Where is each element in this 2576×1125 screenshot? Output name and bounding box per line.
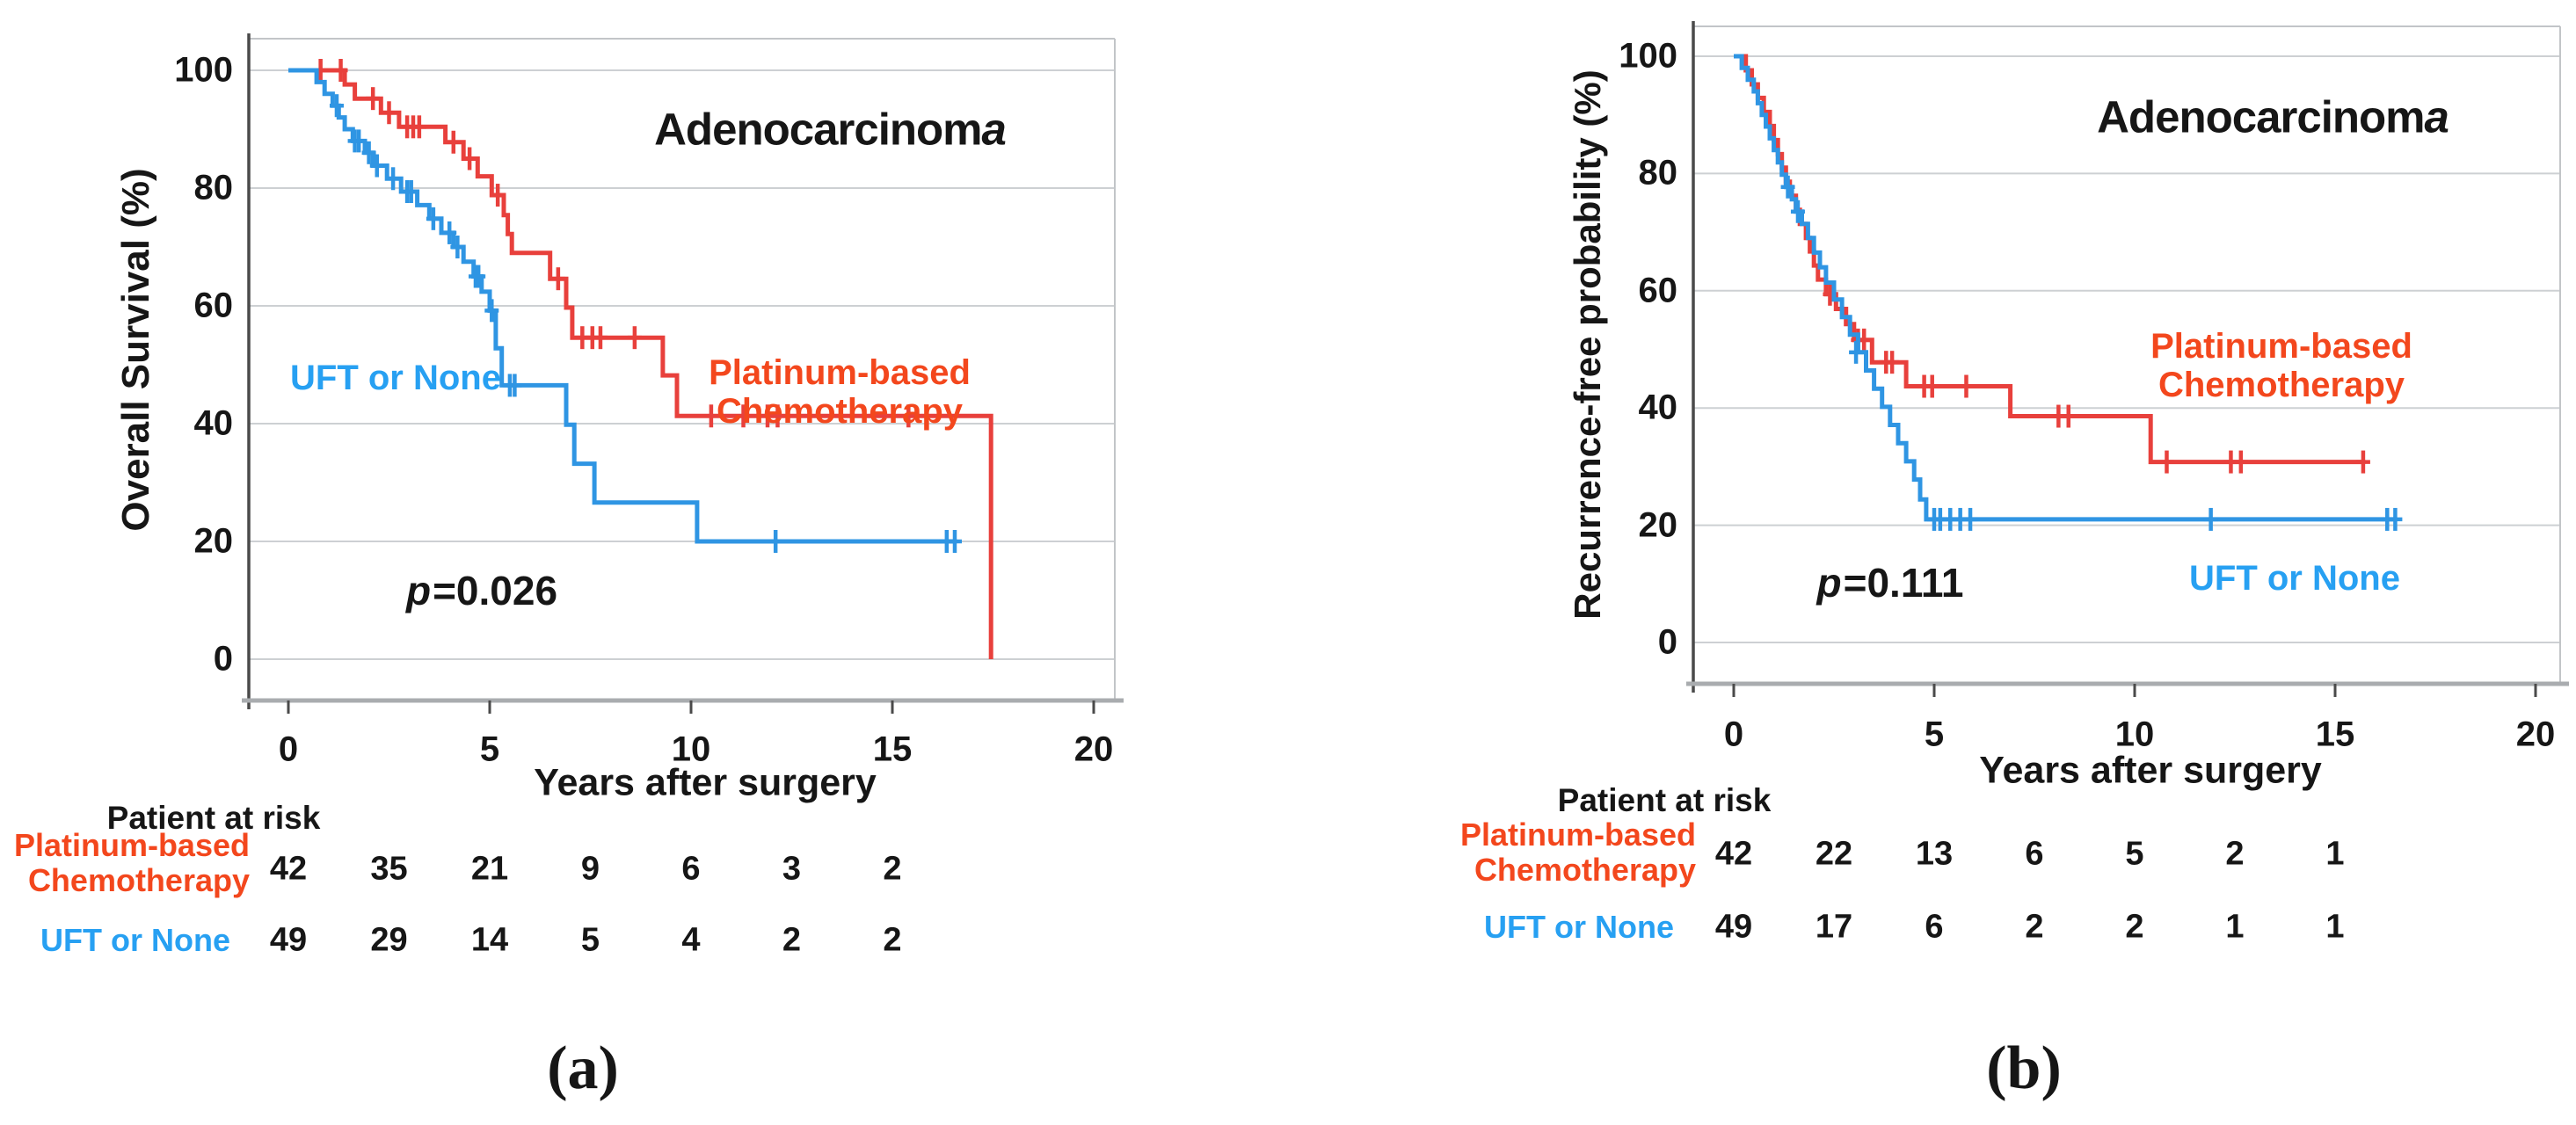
y-tick-label-a-40: 40 xyxy=(193,403,234,443)
x-tick-label-a-10: 10 xyxy=(671,729,711,769)
risk-count-b-row0-t12.5: 2 xyxy=(2225,835,2245,873)
x-tick-label-a-0: 0 xyxy=(278,729,299,769)
curve-label-platinum-b: Platinum-based Chemotherapy xyxy=(2150,327,2412,404)
risk-count-b-row1-t0: 49 xyxy=(1714,908,1753,946)
plot-title-b-italic: a xyxy=(2424,91,2449,142)
plot-title-a-main: Adenocarcinom xyxy=(654,104,982,155)
panel-caption-a: (a) xyxy=(547,1034,619,1102)
curve-label-platinum-a: Platinum-based Chemotherapy xyxy=(709,353,971,431)
risk-row-label-platinum-a-line2: Chemotherapy xyxy=(27,862,250,898)
risk-count-b-row1-t2.5: 17 xyxy=(1815,908,1853,946)
risk-count-b-row0-t7.5: 6 xyxy=(2025,835,2044,873)
p-value-b-number: =0.111 xyxy=(1843,560,1964,606)
panel-caption-b: (b) xyxy=(1986,1034,2062,1102)
risk-count-a-row1-t7.5: 5 xyxy=(580,921,600,959)
plot-title-b-main: Adenocarcinom xyxy=(2097,91,2425,142)
y-tick-label-b-40: 40 xyxy=(1638,388,1678,427)
x-axis-title-b: Years after surgery xyxy=(1979,749,2322,792)
risk-table-header-b: Patient at risk xyxy=(1557,782,1772,818)
plot-title-a: Adenocarcinoma xyxy=(654,104,1007,156)
y-tick-label-b-100: 100 xyxy=(1619,36,1677,76)
risk-count-b-row1-t12.5: 1 xyxy=(2225,908,2245,946)
risk-row-label-platinum-b: Platinum-based Chemotherapy xyxy=(1460,817,1696,888)
risk-table-header-a: Patient at risk xyxy=(106,800,321,836)
risk-count-a-row1-t0: 49 xyxy=(269,921,308,959)
y-tick-label-b-60: 60 xyxy=(1638,271,1678,310)
risk-count-a-row1-t10: 4 xyxy=(681,921,701,959)
risk-count-b-row0-t15: 1 xyxy=(2325,835,2345,873)
risk-row-label-platinum-b-line1: Platinum-based xyxy=(1459,817,1696,853)
risk-row-label-platinum-a-line1: Platinum-based xyxy=(13,827,250,863)
y-tick-label-b-80: 80 xyxy=(1638,153,1678,192)
risk-count-b-row0-t0: 42 xyxy=(1714,835,1753,873)
risk-row-label-platinum-b-line2: Chemotherapy xyxy=(1474,852,1696,888)
y-tick-label-a-80: 80 xyxy=(193,168,234,207)
y-tick-label-b-20: 20 xyxy=(1638,505,1678,545)
curve-label-platinum-b-line1: Platinum-based xyxy=(2150,327,2412,366)
risk-count-a-row1-t5: 14 xyxy=(470,921,509,959)
risk-count-b-row0-t5: 13 xyxy=(1915,835,1954,873)
risk-count-a-row0-t0: 42 xyxy=(269,850,308,888)
x-axis-title-a: Years after surgery xyxy=(534,761,877,804)
y-axis-title-b: Recurrence-free probability (%) xyxy=(1567,69,1608,620)
p-value-b-symbol: p xyxy=(1816,560,1842,606)
risk-count-b-row1-t15: 1 xyxy=(2325,908,2345,946)
risk-count-a-row0-t5: 21 xyxy=(470,850,509,888)
risk-count-a-row0-t12.5: 3 xyxy=(782,850,802,888)
risk-count-b-row1-t7.5: 2 xyxy=(2025,908,2044,946)
y-tick-label-a-100: 100 xyxy=(174,50,233,90)
risk-count-a-row1-t12.5: 2 xyxy=(782,921,802,959)
p-value-a-symbol: p xyxy=(405,568,432,613)
x-tick-label-a-5: 5 xyxy=(479,729,500,769)
curve-label-platinum-a-line2: Chemotherapy xyxy=(716,392,964,431)
risk-count-a-row1-t2.5: 29 xyxy=(370,921,408,959)
risk-count-a-row0-t15: 2 xyxy=(883,850,902,888)
km-curve-b-uft xyxy=(1734,54,2398,522)
curve-label-platinum-b-line2: Chemotherapy xyxy=(2158,366,2405,404)
risk-count-b-row1-t10: 2 xyxy=(2125,908,2144,946)
risk-count-b-row0-t2.5: 22 xyxy=(1815,835,1853,873)
plot-title-a-italic: a xyxy=(981,104,1007,155)
plot-title-b: Adenocarcinoma xyxy=(2097,91,2449,143)
y-tick-label-a-0: 0 xyxy=(213,639,233,679)
y-axis-title-a: Overall Survival (%) xyxy=(114,168,157,532)
curve-label-platinum-a-line1: Platinum-based xyxy=(709,353,971,392)
risk-count-b-row0-t10: 5 xyxy=(2125,835,2144,873)
p-value-a-number: =0.026 xyxy=(433,568,558,613)
p-value-a: p=0.026 xyxy=(406,567,557,614)
risk-count-a-row0-t2.5: 35 xyxy=(370,850,408,888)
p-value-b: p=0.111 xyxy=(1816,559,1963,606)
x-tick-label-b-10: 10 xyxy=(2114,715,2155,754)
y-tick-label-b-0: 0 xyxy=(1657,622,1677,662)
x-tick-label-b-0: 0 xyxy=(1723,715,1744,754)
x-tick-label-a-15: 15 xyxy=(872,729,913,769)
risk-row-label-uft-a: UFT or None xyxy=(40,922,230,958)
risk-row-label-platinum-a: Platinum-based Chemotherapy xyxy=(14,828,250,898)
risk-count-a-row0-t10: 6 xyxy=(681,850,701,888)
risk-count-a-row1-t15: 2 xyxy=(883,921,902,959)
curve-label-uft-b: UFT or None xyxy=(2189,559,2400,598)
risk-row-label-uft-b: UFT or None xyxy=(1484,909,1674,945)
x-tick-label-b-15: 15 xyxy=(2315,715,2355,754)
y-tick-label-a-60: 60 xyxy=(193,286,234,325)
x-tick-label-b-20: 20 xyxy=(2515,715,2556,754)
curve-label-uft-a: UFT or None xyxy=(290,359,501,397)
risk-count-b-row1-t5: 6 xyxy=(1925,908,1944,946)
y-tick-label-a-20: 20 xyxy=(193,521,234,561)
x-tick-label-b-5: 5 xyxy=(1924,715,1945,754)
x-tick-label-a-20: 20 xyxy=(1073,729,1114,769)
risk-count-a-row0-t7.5: 9 xyxy=(580,850,600,888)
